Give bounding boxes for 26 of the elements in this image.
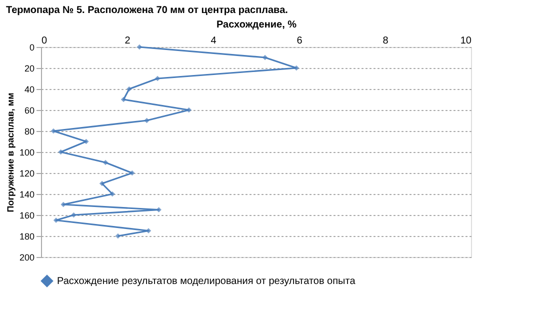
point xyxy=(115,233,121,239)
y-tick-label: 100 xyxy=(19,148,34,158)
x-tick-label: 10 xyxy=(460,36,472,46)
point xyxy=(154,76,160,82)
point xyxy=(99,180,105,186)
legend-label: Расхождение результатов моделирования от результатов опыта xyxy=(57,276,356,287)
y-tick-label: 20 xyxy=(24,64,34,74)
y-tick-label: 140 xyxy=(19,190,34,200)
y-tick-label: 60 xyxy=(24,106,34,116)
y-tick-label: 120 xyxy=(19,168,34,178)
point xyxy=(102,160,108,166)
x-tick-label: 8 xyxy=(382,36,389,46)
chart-title: Термопара № 5. Расположена 70 мм от центра расплава. xyxy=(6,5,288,16)
y-axis-title: Погружение в расплав, мм xyxy=(5,92,16,212)
x-tick-label: 0 xyxy=(42,36,48,46)
y-tick-label: 180 xyxy=(19,232,34,242)
x-tick-label: 4 xyxy=(210,36,217,46)
x-tick-label: 6 xyxy=(296,36,303,46)
y-tick-label: 80 xyxy=(24,126,34,136)
y-tick-label: 200 xyxy=(19,252,34,262)
x-axis-title: Расхождение, % xyxy=(216,20,297,30)
point xyxy=(110,191,116,197)
y-tick-label: 40 xyxy=(24,84,34,94)
y-tick-label: 160 xyxy=(19,210,34,220)
x-tick-label: 2 xyxy=(124,36,131,46)
point xyxy=(120,96,126,102)
